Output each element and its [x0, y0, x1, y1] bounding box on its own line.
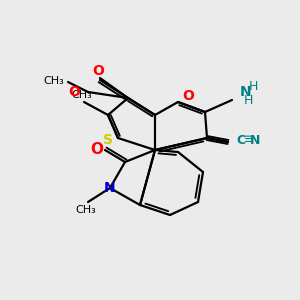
Text: H: H: [244, 94, 254, 106]
Text: O: O: [92, 64, 104, 78]
Text: O: O: [182, 89, 194, 103]
Text: N: N: [104, 181, 116, 195]
Text: CH₃: CH₃: [76, 205, 96, 215]
Text: ≡: ≡: [244, 134, 254, 146]
Text: H: H: [249, 80, 258, 92]
Text: N: N: [250, 134, 260, 146]
Text: S: S: [103, 133, 113, 147]
Text: C: C: [236, 134, 245, 146]
Text: O: O: [68, 85, 80, 99]
Text: O: O: [91, 142, 103, 157]
Text: CH₃: CH₃: [43, 76, 64, 86]
Text: N: N: [240, 85, 252, 99]
Text: CH₃: CH₃: [72, 90, 92, 100]
